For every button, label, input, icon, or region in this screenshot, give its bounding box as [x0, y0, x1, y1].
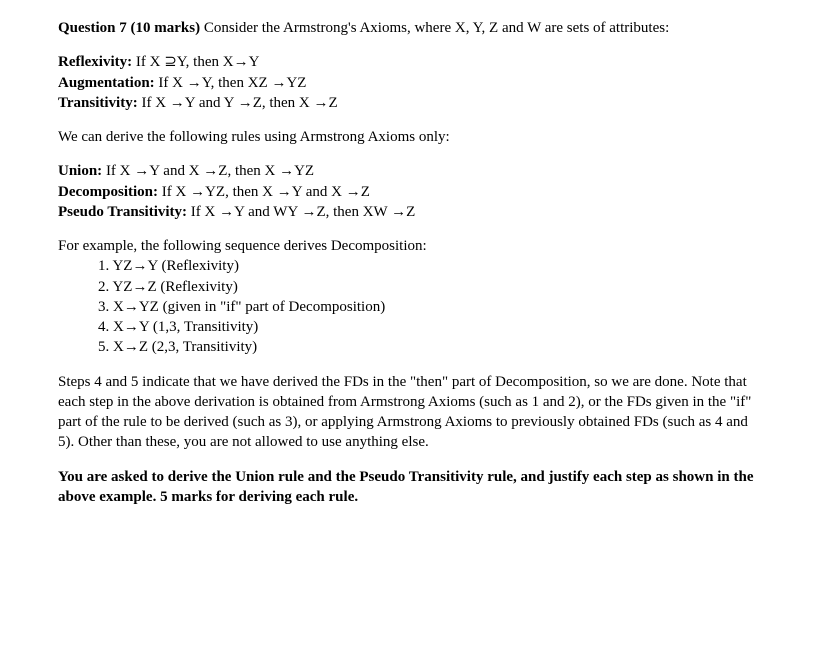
example-intro: For example, the following sequence deri…	[58, 236, 764, 256]
reflexivity-text: If X ⊇Y, then X→Y	[132, 54, 259, 70]
question-header: Question 7 (10 marks) Consider the Armst…	[58, 18, 764, 38]
rule-union: Union: If X →Y and X →Z, then X →YZ	[58, 161, 764, 181]
axiom-transitivity: Transitivity: If X →Y and Y →Z, then X →…	[58, 93, 764, 113]
step-5: 5. X→Z (2,3, Transitivity)	[98, 337, 764, 357]
step-3: 3. X→YZ (given in "if" part of Decomposi…	[98, 297, 764, 317]
step-2: 2. YZ→Z (Reflexivity)	[98, 277, 764, 297]
task-para: You are asked to derive the Union rule a…	[58, 467, 764, 508]
transitivity-label: Transitivity:	[58, 95, 138, 111]
decomposition-text: If X →YZ, then X →Y and X →Z	[158, 184, 370, 200]
step-1: 1. YZ→Y (Reflexivity)	[98, 256, 764, 276]
reflexivity-label: Reflexivity:	[58, 54, 132, 70]
rule-pseudo: Pseudo Transitivity: If X →Y and WY →Z, …	[58, 202, 764, 222]
axiom-augmentation: Augmentation: If X →Y, then XZ →YZ	[58, 73, 764, 93]
question-intro: Consider the Armstrong's Axioms, where X…	[200, 20, 669, 36]
question-label: Question 7 (10 marks)	[58, 20, 200, 36]
step-4: 4. X→Y (1,3, Transitivity)	[98, 317, 764, 337]
pseudo-text: If X →Y and WY →Z, then XW →Z	[187, 204, 415, 220]
axioms-block: Reflexivity: If X ⊇Y, then X→Y Augmentat…	[58, 52, 764, 113]
steps-list: 1. YZ→Y (Reflexivity) 2. YZ→Z (Reflexivi…	[58, 256, 764, 357]
transitivity-text: If X →Y and Y →Z, then X →Z	[138, 95, 338, 111]
augmentation-text: If X →Y, then XZ →YZ	[155, 75, 307, 91]
union-label: Union:	[58, 163, 102, 179]
explanation-para: Steps 4 and 5 indicate that we have deri…	[58, 372, 764, 453]
pseudo-label: Pseudo Transitivity:	[58, 204, 187, 220]
union-text: If X →Y and X →Z, then X →YZ	[102, 163, 314, 179]
rules-block: Union: If X →Y and X →Z, then X →YZ Deco…	[58, 161, 764, 222]
augmentation-label: Augmentation:	[58, 75, 155, 91]
rule-decomposition: Decomposition: If X →YZ, then X →Y and X…	[58, 182, 764, 202]
derive-intro: We can derive the following rules using …	[58, 127, 764, 147]
axiom-reflexivity: Reflexivity: If X ⊇Y, then X→Y	[58, 52, 764, 72]
decomposition-label: Decomposition:	[58, 184, 158, 200]
